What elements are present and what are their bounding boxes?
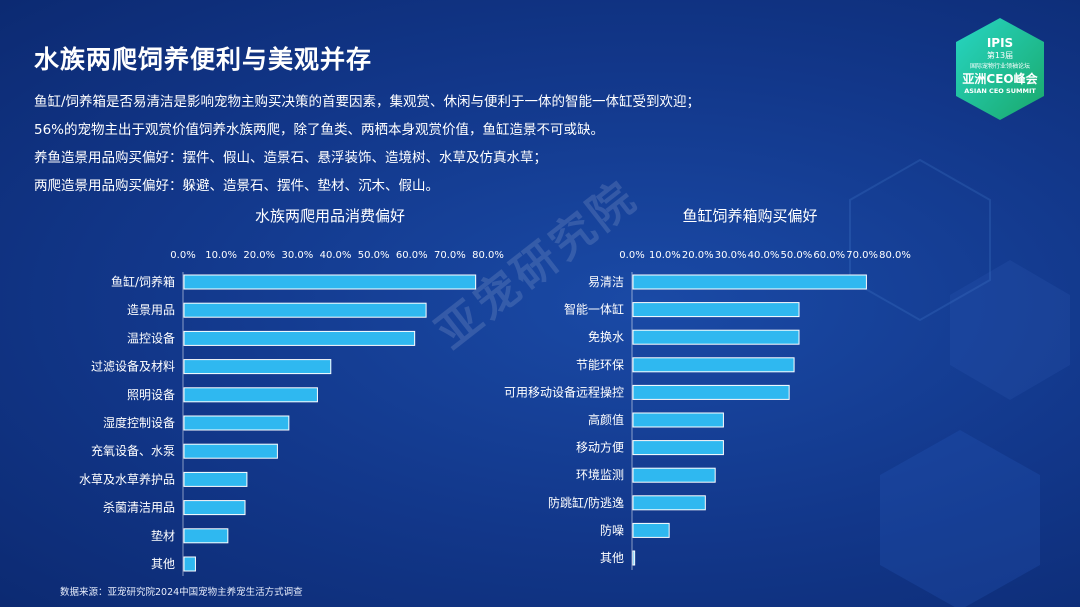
category-label: 充氧设备、水泵	[91, 443, 175, 458]
x-tick-label: 20.0%	[243, 250, 275, 261]
bar	[632, 467, 716, 483]
logo-subtitle: 国际宠物行业领袖论坛	[969, 63, 1030, 70]
x-tick-label: 40.0%	[320, 250, 352, 261]
bar	[183, 274, 477, 290]
category-label: 造景用品	[127, 303, 175, 317]
bar	[632, 412, 724, 428]
bar	[632, 384, 790, 400]
data-source: 数据来源：亚宠研究院2024中国宠物主养宠生活方式调查	[60, 587, 303, 598]
bar	[632, 440, 724, 456]
x-tick-label: 70.0%	[846, 250, 878, 261]
x-tick-label: 80.0%	[472, 250, 504, 261]
intro-text: 鱼缸/饲养箱是否易清洁是影响宠物主购买决策的首要因素，集观赏、休闲与便利于一体的…	[34, 88, 700, 200]
logo-brand: IPIS	[986, 36, 1014, 50]
x-tick-label: 70.0%	[434, 250, 466, 261]
intro-line: 两爬造景用品购买偏好：躲避、造景石、摆件、垫材、沉木、假山。	[34, 178, 439, 194]
x-tick-label: 60.0%	[396, 250, 428, 261]
bar	[632, 274, 867, 290]
x-tick-label: 30.0%	[715, 250, 747, 261]
category-label: 温控设备	[127, 331, 175, 345]
category-label: 鱼缸/饲养箱	[111, 274, 175, 289]
category-label: 湿度控制设备	[103, 415, 175, 430]
bar	[183, 387, 318, 403]
page-title: 水族两爬饲养便利与美观并存	[34, 45, 373, 74]
bar	[632, 329, 800, 345]
x-tick-label: 40.0%	[748, 250, 780, 261]
bar	[183, 302, 427, 318]
bar	[632, 357, 795, 373]
x-tick-label: 80.0%	[879, 250, 911, 261]
logo-main: 亚洲CEO峰会	[962, 72, 1038, 86]
category-label: 易清洁	[588, 275, 624, 289]
category-label: 杀菌清洁用品	[103, 500, 175, 515]
chart-title-right: 鱼缸饲养箱购买偏好	[682, 207, 818, 225]
bar	[183, 330, 416, 346]
category-label: 其他	[600, 551, 624, 565]
category-label: 环境监测	[576, 467, 624, 482]
category-label: 免换水	[588, 329, 624, 344]
bar	[183, 359, 332, 375]
chart-title-left: 水族两爬用品消费偏好	[254, 207, 405, 225]
category-label: 防跳缸/防逃逸	[548, 495, 624, 510]
category-label: 水草及水草养护品	[79, 471, 175, 486]
category-label: 可用移动设备远程操控	[504, 384, 624, 399]
bar	[632, 550, 636, 566]
logo-english: ASIAN CEO SUMMIT	[964, 87, 1036, 95]
intro-line: 养鱼造景用品购买偏好：摆件、假山、造景石、悬浮装饰、造境树、水草及仿真水草；	[34, 150, 547, 166]
bar	[183, 415, 290, 431]
bar	[183, 443, 278, 459]
category-label: 节能环保	[576, 358, 624, 372]
x-tick-label: 30.0%	[281, 250, 313, 261]
x-tick-label: 20.0%	[682, 250, 714, 261]
bar	[632, 522, 670, 538]
x-tick-label: 0.0%	[619, 250, 644, 261]
bar	[183, 528, 229, 544]
category-label: 过滤设备及材料	[91, 360, 175, 374]
x-tick-label: 10.0%	[649, 250, 681, 261]
category-label: 高颜值	[588, 412, 624, 427]
logo-edition: 第13届	[986, 51, 1014, 60]
bar	[632, 302, 800, 318]
category-label: 移动方便	[576, 440, 624, 455]
x-tick-label: 10.0%	[205, 250, 237, 261]
logo-hexagon	[956, 18, 1044, 120]
category-label: 垫材	[151, 528, 175, 543]
x-tick-label: 60.0%	[813, 250, 845, 261]
summit-logo: IPIS 第13届 国际宠物行业领袖论坛 亚洲CEO峰会 ASIAN CEO S…	[952, 14, 1048, 124]
intro-line: 56%的宠物主出于观赏价值饲养水族两爬，除了鱼类、两栖本身观赏价值，鱼缸造景不可…	[34, 122, 605, 138]
bar	[183, 556, 196, 572]
bar	[183, 500, 246, 516]
x-tick-label: 50.0%	[358, 250, 390, 261]
x-tick-label: 50.0%	[780, 250, 812, 261]
category-label: 其他	[151, 557, 175, 571]
bar	[183, 471, 248, 487]
intro-line: 鱼缸/饲养箱是否易清洁是影响宠物主购买决策的首要因素，集观赏、休闲与便利于一体的…	[34, 94, 701, 110]
category-label: 智能一体缸	[564, 302, 624, 317]
category-label: 照明设备	[127, 388, 175, 402]
bar	[632, 495, 706, 511]
category-label: 防噪	[600, 522, 624, 537]
x-tick-label: 0.0%	[170, 250, 195, 261]
